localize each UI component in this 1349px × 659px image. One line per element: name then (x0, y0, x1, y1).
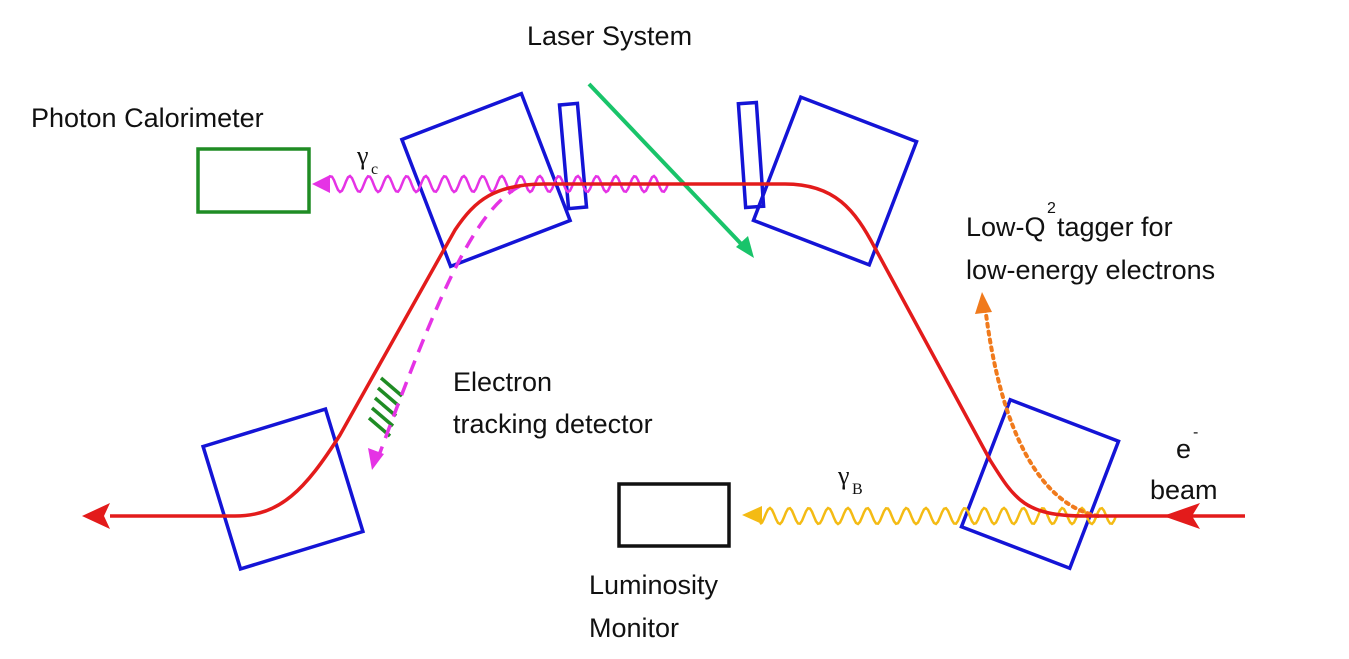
svg-text:Luminosity: Luminosity (589, 570, 719, 600)
svg-text:c: c (371, 161, 378, 178)
magnet-right-entry (959, 397, 1121, 571)
magnet-upper-right (751, 94, 919, 268)
low-q2-electron-path (975, 292, 1100, 518)
laser-beam (587, 82, 754, 258)
beam-exit-arrow-icon (82, 503, 110, 529)
svg-text:γ: γ (356, 141, 369, 170)
svg-text:-: - (1193, 424, 1198, 441)
svg-text:2: 2 (1047, 200, 1056, 217)
svg-text:Electron: Electron (453, 367, 552, 397)
svg-text:beam: beam (1150, 475, 1218, 505)
photon-calorimeter-label: Photon Calorimeter (31, 103, 264, 133)
svg-text:tracking detector: tracking detector (453, 409, 653, 439)
svg-text:Monitor: Monitor (589, 613, 679, 643)
photon-calorimeter-box (196, 147, 311, 214)
svg-text:low-energy electrons: low-energy electrons (966, 255, 1215, 285)
low-q2-tagger-label: Low-Q 2 tagger for low-energy electrons (966, 200, 1215, 285)
svg-text:B: B (852, 481, 863, 498)
laser-system-label: Laser System (527, 21, 692, 51)
svg-text:γ: γ (837, 461, 850, 490)
magnet-upper-left-thin (557, 101, 589, 211)
beam-entry-arrow-icon (1163, 503, 1200, 529)
svg-text:e: e (1176, 434, 1191, 464)
gamma-b-label: γ B (837, 461, 863, 498)
luminosity-monitor-box (617, 482, 731, 548)
compton-photon-arrow-icon (312, 175, 330, 193)
gamma-c-label: γ c (356, 141, 378, 178)
bremsstrahlung-photon-arrow-icon (742, 506, 762, 524)
low-q2-electron-arrow-icon (975, 292, 992, 314)
scattered-electron-path (368, 184, 521, 470)
electron-tracking-label: Electron tracking detector (453, 367, 653, 439)
electron-beam (82, 182, 1245, 529)
scattered-electron-arrow-icon (368, 448, 384, 470)
laser-arrow-icon (736, 236, 754, 258)
luminosity-monitor-label: Luminosity Monitor (589, 570, 719, 643)
magnet-left-entry (200, 406, 366, 572)
magnet-upper-left (399, 91, 573, 269)
svg-text:Low-Q: Low-Q (966, 212, 1046, 242)
beam-label: e - beam (1150, 424, 1218, 505)
magnet-upper-right-thin (736, 100, 766, 210)
svg-text:tagger for: tagger for (1057, 212, 1173, 242)
